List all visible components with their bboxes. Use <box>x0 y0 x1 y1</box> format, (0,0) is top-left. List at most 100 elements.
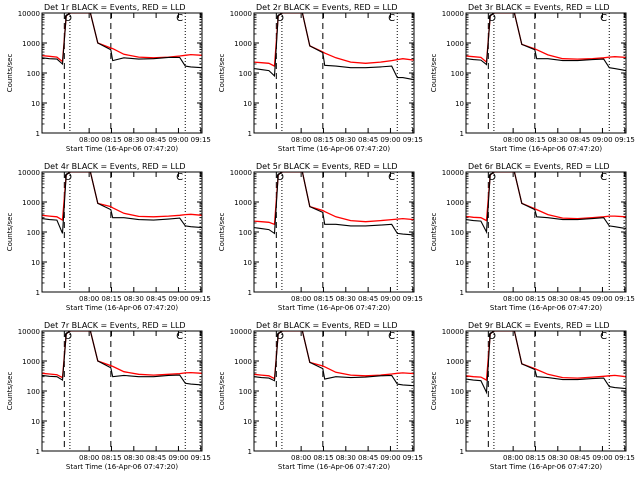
x-tick-label: 09:15 <box>615 295 635 303</box>
x-tick-label: 08:45 <box>570 454 590 462</box>
x-tick-label: 08:00 <box>79 136 99 144</box>
plot-frame <box>465 12 627 134</box>
x-axis-label: Start Time (16-Apr-06 07:47:20) <box>278 145 390 153</box>
y-tick-label: 1 <box>460 289 464 297</box>
x-tick-label: 09:00 <box>592 454 612 462</box>
y-tick-label: 1 <box>460 130 464 138</box>
annotation-marker: C <box>600 172 607 183</box>
plot-frame <box>41 12 203 134</box>
y-tick-label: 100 <box>451 229 464 237</box>
y-tick-label: 100 <box>239 70 252 78</box>
plot-data <box>42 172 202 292</box>
y-tick-label: 10 <box>455 259 464 267</box>
annotation-marker: C <box>176 331 183 342</box>
x-axis-label: Start Time (16-Apr-06 07:47:20) <box>66 145 178 153</box>
plot-frame <box>41 171 203 293</box>
x-tick-label: 08:00 <box>291 295 311 303</box>
y-tick-label: 10000 <box>18 169 40 177</box>
y-tick-label: 100 <box>239 229 252 237</box>
annotation-marker: O <box>64 172 72 183</box>
annotation-marker: C <box>388 331 395 342</box>
y-axis-label: Counts/sec <box>430 54 438 93</box>
x-axis-label: Start Time (16-Apr-06 07:47:20) <box>278 304 390 312</box>
x-tick-label: 09:15 <box>615 454 635 462</box>
y-tick-label: 10000 <box>230 10 252 18</box>
x-tick-label: 09:15 <box>191 295 211 303</box>
x-tick-label: 08:30 <box>336 136 356 144</box>
plot-frame <box>253 171 415 293</box>
y-tick-label: 1000 <box>22 358 40 366</box>
series-events-line <box>254 331 414 387</box>
annotation-marker: C <box>176 13 183 24</box>
annotation-marker: O <box>488 172 496 183</box>
chart-panel-7: Det 7r BLACK = Events, RED = LLD Counts/s… <box>6 321 211 471</box>
annotation-marker: O <box>276 331 284 342</box>
x-axis-label: Start Time (16-Apr-06 07:47:20) <box>278 463 390 471</box>
annotation-marker: O <box>488 331 496 342</box>
y-tick-label: 1000 <box>446 199 464 207</box>
chart-panel-9: Det 9r BLACK = Events, RED = LLD Counts/s… <box>430 321 635 471</box>
chart-panel-3: Det 3r BLACK = Events, RED = LLD Counts/s… <box>430 3 635 153</box>
y-axis-label: Counts/sec <box>430 372 438 411</box>
panel-title: Det 3r BLACK = Events, RED = LLD <box>468 3 610 12</box>
plot-data <box>466 331 626 451</box>
x-tick-label: 08:30 <box>124 136 144 144</box>
y-tick-label: 1 <box>248 448 252 456</box>
y-tick-label: 10000 <box>442 10 464 18</box>
y-axis-label: Counts/sec <box>218 54 226 93</box>
y-tick-label: 1000 <box>234 358 252 366</box>
y-tick-label: 10 <box>31 418 40 426</box>
y-tick-label: 10000 <box>442 169 464 177</box>
y-tick-label: 10000 <box>18 10 40 18</box>
x-tick-label: 09:15 <box>191 136 211 144</box>
annotation-marker: O <box>276 13 284 24</box>
x-tick-label: 08:30 <box>336 454 356 462</box>
y-tick-label: 1000 <box>22 40 40 48</box>
plot-data <box>42 13 202 133</box>
x-tick-label: 08:45 <box>358 136 378 144</box>
y-tick-label: 10000 <box>230 169 252 177</box>
panel-title: Det 2r BLACK = Events, RED = LLD <box>256 3 398 12</box>
x-tick-label: 09:15 <box>615 136 635 144</box>
series-events-line <box>466 331 626 395</box>
plot-data <box>254 13 414 133</box>
y-tick-label: 10 <box>455 100 464 108</box>
y-tick-label: 10 <box>31 259 40 267</box>
x-tick-label: 08:00 <box>291 454 311 462</box>
chart-panel-6: Det 6r BLACK = Events, RED = LLD Counts/s… <box>430 162 635 312</box>
y-tick-label: 1000 <box>234 40 252 48</box>
panel-title: Det 5r BLACK = Events, RED = LLD <box>256 162 398 171</box>
x-tick-label: 08:30 <box>124 295 144 303</box>
panel-title: Det 6r BLACK = Events, RED = LLD <box>468 162 610 171</box>
series-events-line <box>42 172 202 234</box>
x-tick-label: 09:00 <box>380 136 400 144</box>
annotation-marker: O <box>64 331 72 342</box>
annotation-marker: C <box>176 172 183 183</box>
y-tick-label: 1 <box>36 130 40 138</box>
y-tick-label: 1000 <box>446 40 464 48</box>
y-tick-label: 1 <box>248 289 252 297</box>
y-tick-label: 10 <box>243 100 252 108</box>
x-tick-label: 09:00 <box>168 136 188 144</box>
chart-panel-1: Det 1r BLACK = Events, RED = LLD Counts/s… <box>6 3 211 153</box>
x-tick-label: 09:15 <box>403 295 423 303</box>
x-tick-label: 09:00 <box>168 454 188 462</box>
y-tick-label: 1 <box>460 448 464 456</box>
panel-title: Det 1r BLACK = Events, RED = LLD <box>44 3 186 12</box>
x-tick-label: 08:45 <box>146 295 166 303</box>
y-tick-label: 1 <box>36 448 40 456</box>
y-tick-label: 10000 <box>230 328 252 336</box>
x-tick-label: 09:00 <box>168 295 188 303</box>
x-tick-label: 08:30 <box>336 295 356 303</box>
x-tick-label: 09:00 <box>380 295 400 303</box>
y-tick-label: 1000 <box>446 358 464 366</box>
y-tick-label: 100 <box>27 388 40 396</box>
x-tick-label: 08:15 <box>101 295 121 303</box>
series-events-line <box>466 172 626 235</box>
y-tick-label: 10000 <box>442 328 464 336</box>
series-events-line <box>254 172 414 236</box>
chart-panel-4: Det 4r BLACK = Events, RED = LLD Counts/s… <box>6 162 211 312</box>
y-tick-label: 100 <box>451 70 464 78</box>
annotation-marker: C <box>388 13 395 24</box>
chart-panel-5: Det 5r BLACK = Events, RED = LLD Counts/s… <box>218 162 423 312</box>
